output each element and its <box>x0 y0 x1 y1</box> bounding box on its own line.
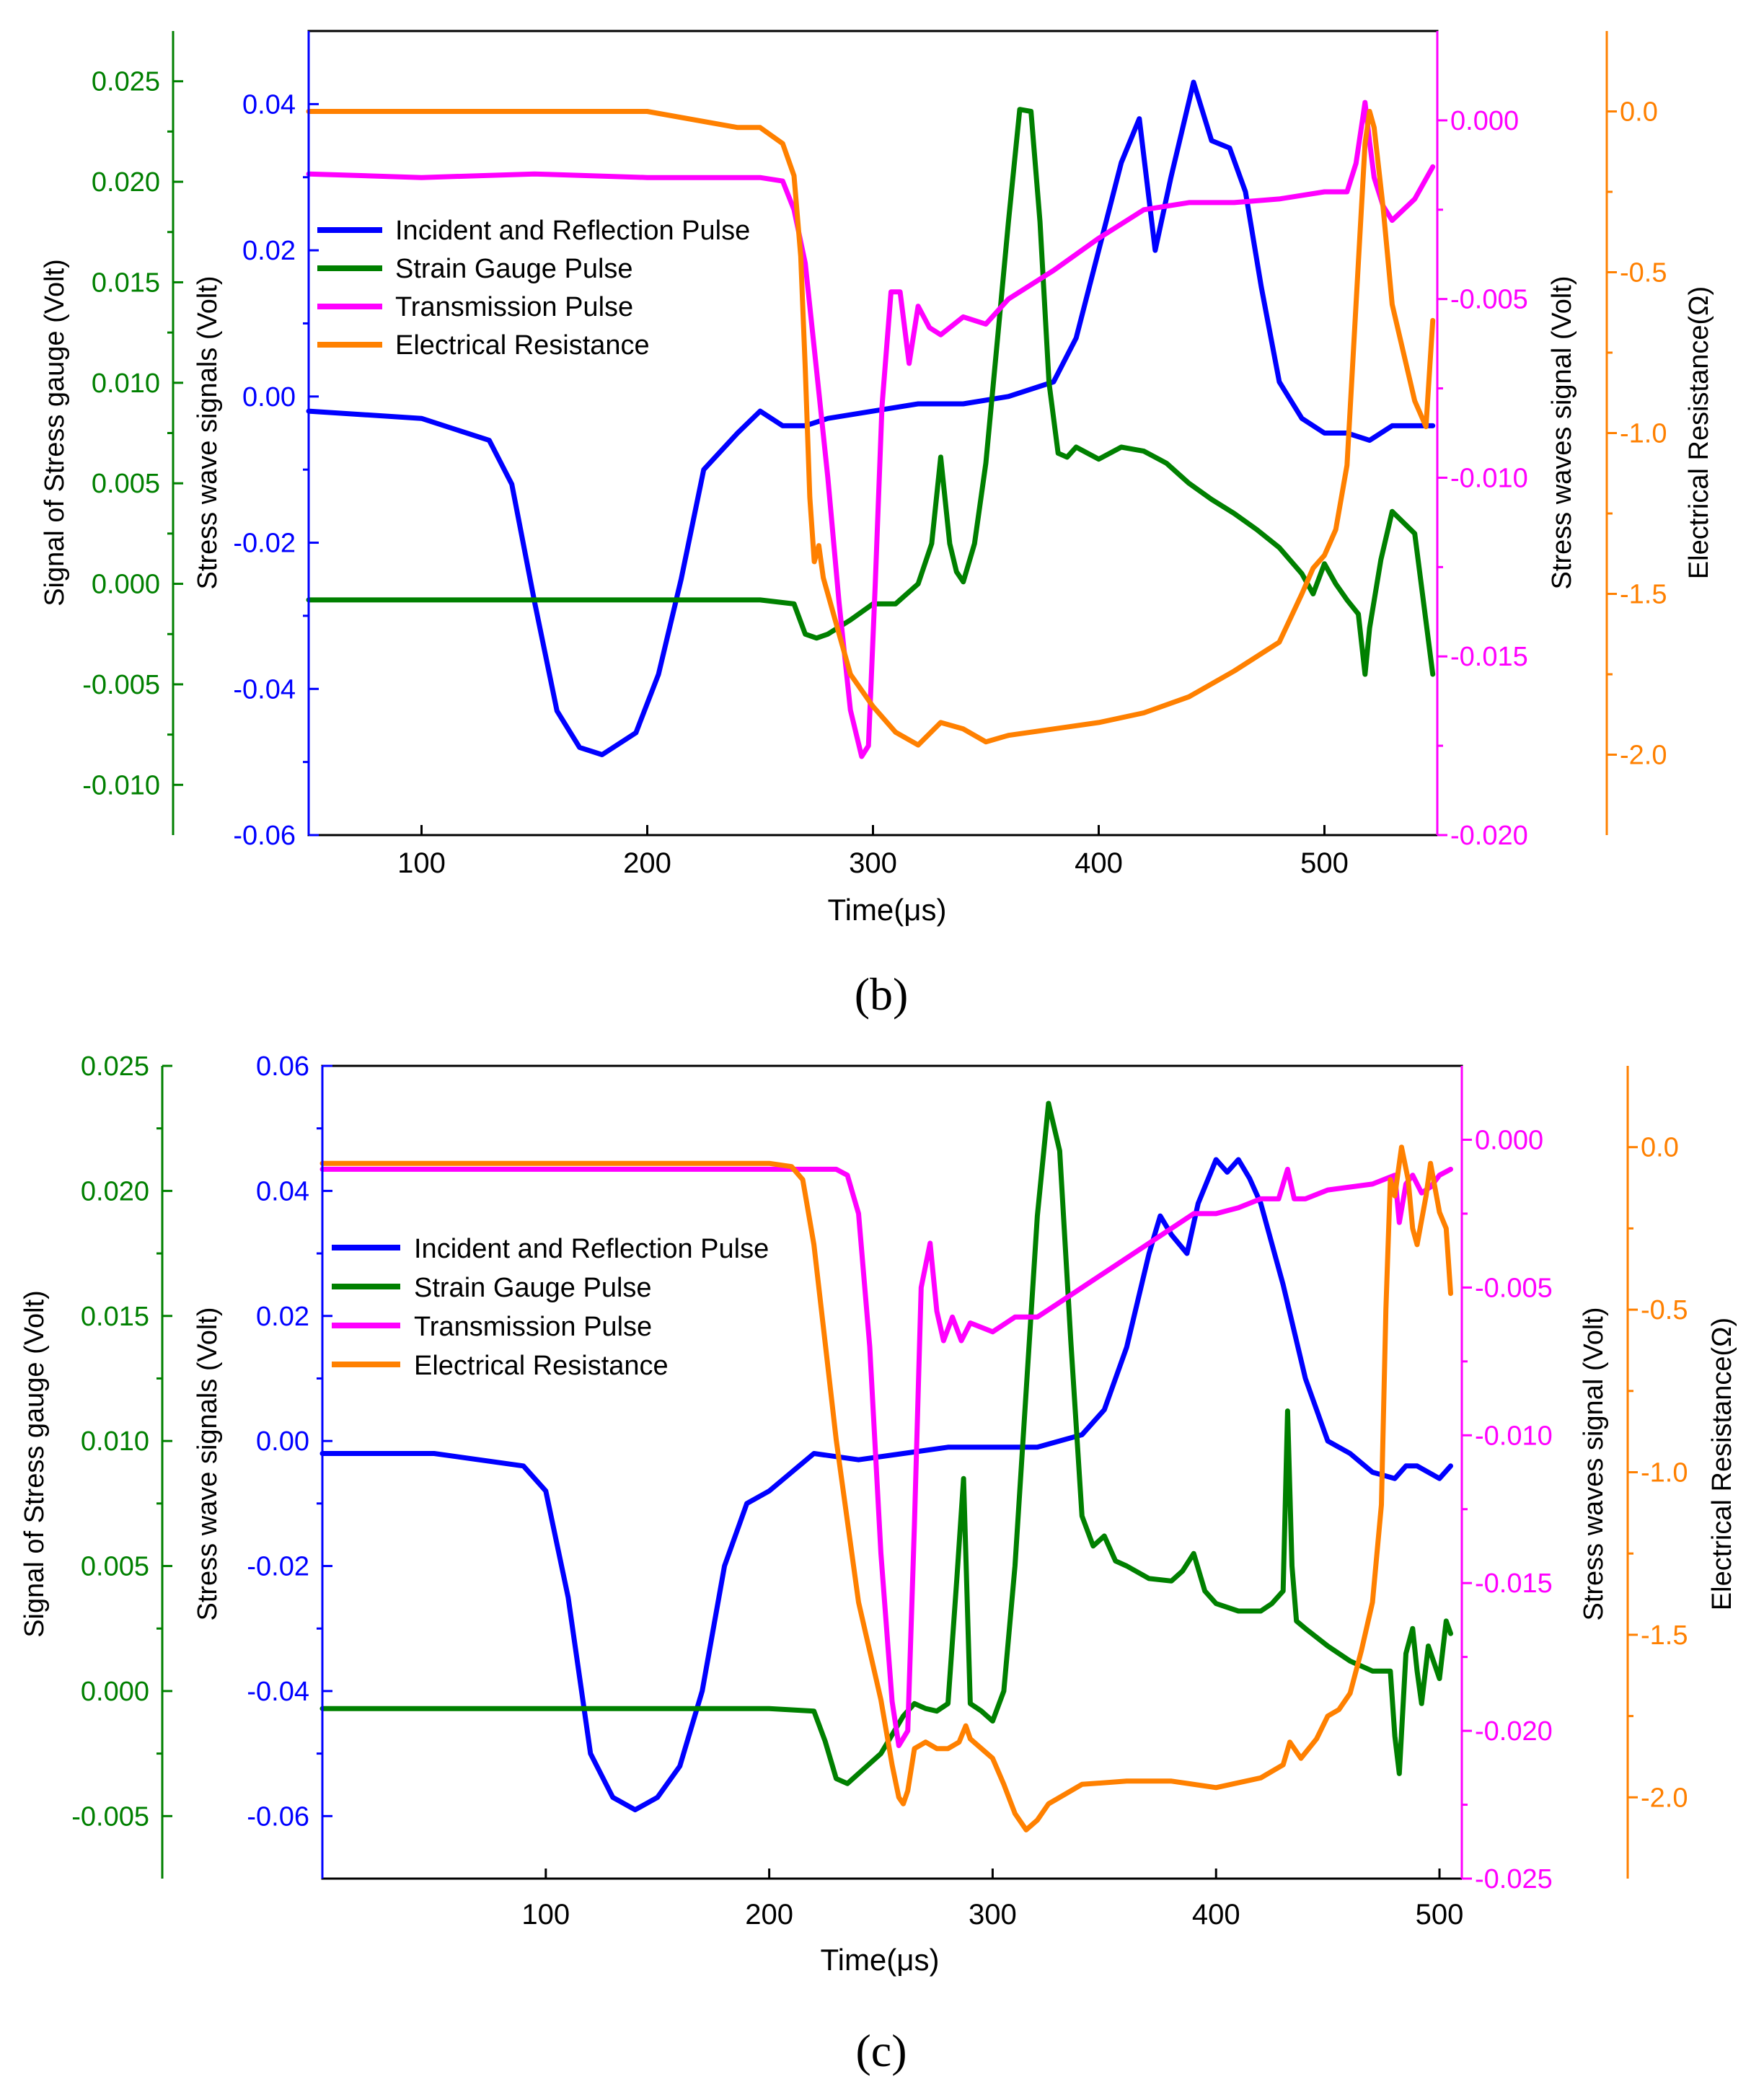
legend-c: Incident and Reflection Pulse Strain Gau… <box>332 1234 769 1381</box>
x-tick-label-b: 100 <box>397 847 446 879</box>
series-line-transmission-c <box>319 1166 1453 1749</box>
series-line-incident-b <box>306 79 1436 757</box>
incident-tick-label-c: -0.06 <box>247 1801 309 1832</box>
resistance-tick-label-b: -1.0 <box>1620 419 1667 449</box>
strain-tick-label-b: 0.020 <box>92 167 160 198</box>
strain-tick-label-b: 0.010 <box>92 369 160 399</box>
resistance-tick-label-b: -1.5 <box>1620 580 1667 610</box>
legend-label-incident-c: Incident and Reflection Pulse <box>414 1234 769 1264</box>
transmission-tick-label-c: -0.010 <box>1475 1421 1553 1451</box>
x-tick-label-b: 500 <box>1300 847 1349 879</box>
incident-tick-label-c: -0.04 <box>247 1677 309 1707</box>
x-tick-label-c: 500 <box>1416 1899 1464 1931</box>
legend-label-strain-c: Strain Gauge Pulse <box>414 1273 652 1303</box>
series-line-strain-b <box>306 107 1436 677</box>
incident-tick-label-c: 0.04 <box>256 1176 309 1206</box>
incident-tick-label-b: 0.04 <box>242 89 296 120</box>
transmission-tick-label-c: 0.000 <box>1475 1125 1543 1155</box>
legend-label-incident-b: Incident and Reflection Pulse <box>395 216 750 246</box>
transmission-tick-label-b: 0.000 <box>1450 106 1519 136</box>
series-line-strain-c <box>319 1100 1453 1786</box>
series-line-transmission-b <box>306 100 1436 759</box>
chart-panel-b: 100 200 300 400 500 0.025 0.020 0.015 0.010 0.005… <box>40 30 1714 1020</box>
transmission-tick-label-c: -0.015 <box>1475 1569 1553 1599</box>
resistance-tick-label-c: -2.0 <box>1641 1783 1688 1813</box>
transmission-tick-label-b: -0.010 <box>1450 463 1528 493</box>
transmission-tick-label-b: -0.005 <box>1450 285 1528 315</box>
strain-tick-label-b: 0.015 <box>92 268 160 298</box>
resistance-axis-label-c: Electrical Resistance(Ω) <box>1707 1318 1737 1610</box>
incident-axis-label-c: Stress wave signals (Volt) <box>193 1307 223 1620</box>
strain-tick-label-c: 0.005 <box>81 1552 149 1582</box>
strain-tick-label-b: 0.025 <box>92 67 160 97</box>
x-tick-label-b: 300 <box>849 847 897 879</box>
strain-tick-label-b: -0.010 <box>82 770 160 800</box>
incident-tick-label-b: 0.02 <box>242 236 296 266</box>
strain-tick-label-c: 0.025 <box>81 1051 149 1082</box>
strain-axis-label-b: Signal of Stress gauge (Volt) <box>40 259 70 606</box>
strain-tick-label-c: 0.015 <box>81 1302 149 1332</box>
transmission-tick-label-b: -0.020 <box>1450 821 1528 851</box>
x-tick-label-b: 400 <box>1075 847 1123 879</box>
legend-label-transmission-b: Transmission Pulse <box>395 292 633 322</box>
legend-label-transmission-c: Transmission Pulse <box>414 1312 652 1342</box>
incident-tick-label-b: -0.06 <box>233 821 296 851</box>
strain-tick-label-c: 0.020 <box>81 1176 149 1206</box>
resistance-tick-label-c: -1.5 <box>1641 1620 1688 1651</box>
resistance-tick-label-c: -1.0 <box>1641 1458 1688 1488</box>
transmission-tick-label-c: -0.025 <box>1475 1864 1553 1894</box>
x-axis-label-b: Time(μs) <box>828 893 947 927</box>
x-tick-label-c: 300 <box>969 1899 1017 1931</box>
incident-axis-label-b: Stress wave signals (Volt) <box>193 275 223 589</box>
incident-tick-label-b: -0.02 <box>233 529 296 559</box>
strain-tick-label-b: -0.005 <box>82 670 160 700</box>
plot-frame-b <box>307 30 1439 837</box>
resistance-tick-label-b: -0.5 <box>1620 258 1667 288</box>
series-line-resistance-b <box>306 109 1436 748</box>
panel-label-c: (c) <box>855 2025 907 2076</box>
transmission-tick-label-c: -0.005 <box>1475 1273 1553 1303</box>
panel-label-b: (b) <box>855 969 909 1020</box>
resistance-tick-label-b: 0.0 <box>1620 97 1658 128</box>
transmission-axis-label-c: Stress waves signal (Volt) <box>1579 1307 1609 1620</box>
resistance-tick-label-c: 0.0 <box>1641 1133 1679 1163</box>
strain-tick-label-c: -0.005 <box>71 1801 149 1832</box>
resistance-axis-label-b: Electrical Resistance(Ω) <box>1684 286 1714 579</box>
legend-b: Incident and Reflection Pulse Strain Gau… <box>317 216 750 361</box>
transmission-tick-label-b: -0.015 <box>1450 642 1528 672</box>
incident-tick-label-c: 0.06 <box>256 1051 309 1082</box>
strain-tick-label-c: 0.000 <box>81 1677 149 1707</box>
x-tick-label-c: 100 <box>521 1899 570 1931</box>
series-line-resistance-c <box>319 1144 1453 1832</box>
incident-tick-label-b: 0.00 <box>242 382 296 412</box>
strain-axis-label-c: Signal of Stress gauge (Volt) <box>19 1290 50 1638</box>
incident-tick-label-b: -0.04 <box>233 674 296 705</box>
x-tick-label-c: 200 <box>745 1899 793 1931</box>
legend-label-resistance-c: Electrical Resistance <box>414 1351 669 1381</box>
incident-tick-label-c: -0.02 <box>247 1552 309 1582</box>
transmission-axis-label-b: Stress waves signal (Volt) <box>1547 275 1577 589</box>
x-tick-label-c: 400 <box>1192 1899 1240 1931</box>
resistance-tick-label-b: -2.0 <box>1620 741 1667 771</box>
legend-label-strain-b: Strain Gauge Pulse <box>395 254 633 284</box>
strain-tick-label-c: 0.010 <box>81 1426 149 1457</box>
transmission-tick-label-c: -0.020 <box>1475 1716 1553 1747</box>
x-tick-label-b: 200 <box>623 847 671 879</box>
strain-tick-label-b: 0.005 <box>92 469 160 499</box>
chart-panel-c: 100 200 300 400 500 0.025 0.020 0.015 0.010 0.005… <box>19 1051 1737 2076</box>
resistance-tick-label-c: -0.5 <box>1641 1295 1688 1325</box>
series-line-incident-c <box>319 1157 1453 1813</box>
incident-tick-label-c: 0.00 <box>256 1426 309 1457</box>
x-axis-label-c: Time(μs) <box>821 1943 940 1977</box>
legend-label-resistance-b: Electrical Resistance <box>395 330 650 361</box>
strain-tick-label-b: 0.000 <box>92 570 160 600</box>
incident-tick-label-c: 0.02 <box>256 1302 309 1332</box>
